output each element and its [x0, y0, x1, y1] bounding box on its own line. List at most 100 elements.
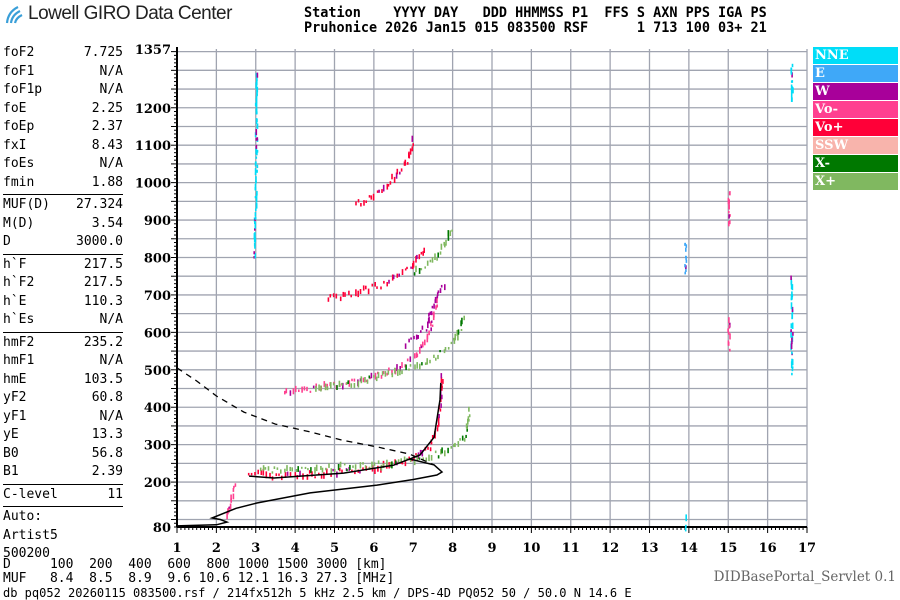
echo-point	[427, 321, 429, 329]
divider	[3, 506, 123, 507]
echo-point	[383, 280, 385, 284]
echo-point	[437, 425, 439, 428]
echo-point	[441, 447, 443, 454]
echo-point	[254, 472, 256, 476]
echo-point	[424, 339, 426, 346]
echo-point	[228, 507, 230, 513]
param-value: 60.8	[91, 390, 123, 405]
param-row: yE 13.3	[3, 426, 123, 445]
echo-point	[255, 161, 257, 164]
echo-point	[342, 291, 345, 297]
echo-point	[332, 382, 335, 386]
echo-point	[404, 461, 407, 467]
echo-point	[295, 469, 298, 472]
echo-point	[338, 380, 341, 387]
echo-point	[791, 313, 793, 316]
param-value: N/A	[99, 82, 123, 97]
echo-point	[790, 329, 792, 333]
echo-point	[728, 317, 730, 324]
echo-point	[409, 356, 412, 362]
param-row: h`F 217.5	[3, 256, 123, 275]
echo-point	[728, 221, 730, 227]
echo-point	[378, 189, 380, 193]
echo-point	[437, 252, 439, 258]
echo-point	[445, 239, 447, 246]
param-value: 13.3	[91, 427, 123, 442]
echo-point	[230, 494, 232, 502]
echo-point	[790, 278, 793, 285]
echo-point	[419, 346, 421, 354]
param-value: 3000.0	[76, 234, 123, 249]
echo-point	[253, 236, 256, 243]
echo-point	[351, 469, 353, 472]
x-tick-label: 16	[759, 541, 777, 556]
echo-point	[278, 473, 280, 476]
y-tick-label: 200	[144, 476, 171, 491]
echo-point	[412, 260, 415, 268]
echo-point	[382, 184, 385, 192]
echo-point	[257, 469, 259, 475]
echo-point	[429, 259, 432, 263]
echo-point	[422, 251, 424, 256]
x-tick-label: 12	[601, 541, 619, 556]
param-value: 27.324	[76, 197, 123, 212]
echo-point	[391, 372, 394, 378]
x-tick-label: 3	[251, 541, 260, 556]
echo-point	[404, 268, 407, 271]
param-value: 56.8	[91, 445, 123, 461]
echo-point	[315, 464, 318, 472]
echo-point	[376, 190, 379, 193]
echo-point	[440, 449, 442, 455]
echo-point	[354, 464, 357, 470]
echo-point	[256, 190, 258, 196]
echo-point	[410, 266, 412, 269]
echo-point	[284, 390, 286, 395]
legend-item: Vo-	[813, 101, 898, 118]
echo-point	[256, 137, 259, 141]
echo-point	[376, 286, 378, 289]
echo-point	[453, 443, 455, 447]
echo-point	[373, 375, 375, 378]
echo-point	[413, 335, 415, 340]
echo-point	[286, 471, 289, 476]
echo-point	[465, 423, 468, 429]
echo-point	[362, 462, 364, 465]
logo: Lowell GIRO Data Center	[4, 3, 232, 25]
echo-point	[413, 461, 416, 466]
echo-point	[441, 394, 443, 400]
echo-point	[791, 284, 794, 291]
echo-point	[420, 268, 423, 271]
param-value: 2.37	[91, 119, 123, 134]
echo-point	[430, 321, 432, 327]
param-value: N/A	[99, 63, 123, 79]
echo-point	[256, 164, 259, 169]
echo-point	[377, 372, 380, 379]
echo-point	[791, 291, 793, 295]
echo-point	[254, 161, 257, 167]
echo-point	[271, 471, 274, 474]
echo-point	[296, 475, 299, 480]
echo-point	[415, 265, 417, 273]
echo-point	[729, 214, 731, 217]
echo-point	[444, 284, 446, 291]
echo-point	[339, 296, 342, 302]
echo-point	[414, 353, 416, 359]
echo-point	[396, 168, 399, 175]
echo-point	[301, 466, 303, 469]
echo-point	[330, 382, 332, 389]
echo-point	[396, 364, 398, 371]
param-value: N/A	[99, 156, 123, 171]
echo-point	[727, 341, 730, 346]
echo-point	[325, 467, 327, 471]
echo-point	[429, 359, 431, 364]
x-tick-label: 5	[330, 541, 339, 556]
echo-point	[791, 80, 794, 83]
echo-point	[366, 379, 369, 384]
echo-point	[255, 72, 258, 77]
echo-point	[790, 343, 793, 350]
echo-point	[440, 373, 443, 379]
echo-point	[320, 473, 323, 479]
y-tick-label: 1357	[135, 43, 171, 58]
echo-point	[384, 371, 387, 377]
